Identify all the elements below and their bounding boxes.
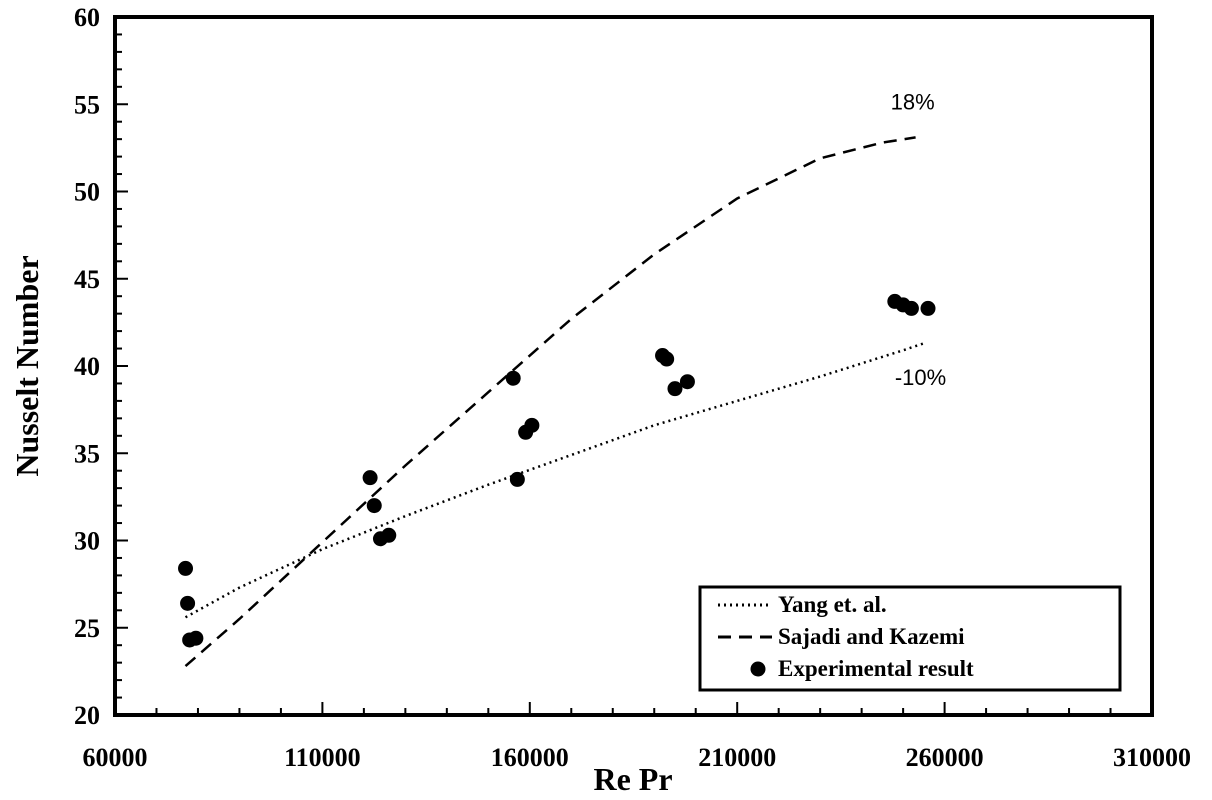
experimental-point — [188, 630, 204, 646]
yang-curve — [184, 342, 925, 619]
experimental-point — [505, 370, 521, 386]
x-tick-label: 160000 — [491, 743, 569, 772]
experimental-point — [362, 470, 378, 486]
experimental-point — [679, 374, 695, 390]
experimental-point — [366, 498, 382, 514]
annotation-label: 18% — [891, 89, 935, 114]
y-tick-label: 25 — [74, 614, 100, 643]
y-tick-label: 50 — [74, 178, 100, 207]
experimental-point — [667, 381, 683, 397]
experimental-point — [180, 595, 196, 611]
experimental-point — [659, 351, 675, 367]
legend: Yang et. al. Sajadi and Kazemi Experimen… — [698, 585, 1122, 692]
y-tick-label: 30 — [74, 527, 100, 556]
experimental-point — [524, 417, 540, 433]
x-axis-ticks: 60000 110000 160000 210000 260000 310000 — [83, 702, 1191, 772]
legend-swatch-experimental — [750, 661, 766, 677]
x-tick-label: 110000 — [284, 743, 361, 772]
y-tick-label: 45 — [74, 265, 100, 294]
legend-label-yang: Yang et. al. — [778, 592, 887, 617]
experimental-point — [920, 300, 936, 316]
experimental-point — [178, 560, 194, 576]
y-axis-ticks: 20 25 30 35 40 45 50 55 60 — [74, 3, 128, 730]
legend-label-sajadi: Sajadi and Kazemi — [778, 624, 965, 649]
annotation-label: -10% — [895, 365, 946, 390]
y-axis-title: Nusselt Number — [9, 255, 45, 476]
x-tick-label: 310000 — [1113, 743, 1191, 772]
x-tick-label: 260000 — [906, 743, 984, 772]
y-tick-label: 20 — [74, 701, 100, 730]
y-tick-label: 35 — [74, 439, 100, 468]
x-tick-label: 210000 — [698, 743, 776, 772]
y-tick-label: 55 — [74, 90, 100, 119]
experimental-point — [903, 300, 919, 316]
series-layer — [178, 136, 936, 668]
experimental-point — [381, 527, 397, 543]
y-tick-label: 60 — [74, 3, 100, 32]
legend-label-experimental: Experimental result — [778, 656, 974, 681]
y-tick-label: 40 — [74, 352, 100, 381]
experimental-point — [509, 471, 525, 487]
x-axis-title: Re Pr — [593, 761, 672, 797]
annotation-layer: 18% -10% — [891, 89, 947, 390]
x-tick-label: 60000 — [83, 743, 148, 772]
